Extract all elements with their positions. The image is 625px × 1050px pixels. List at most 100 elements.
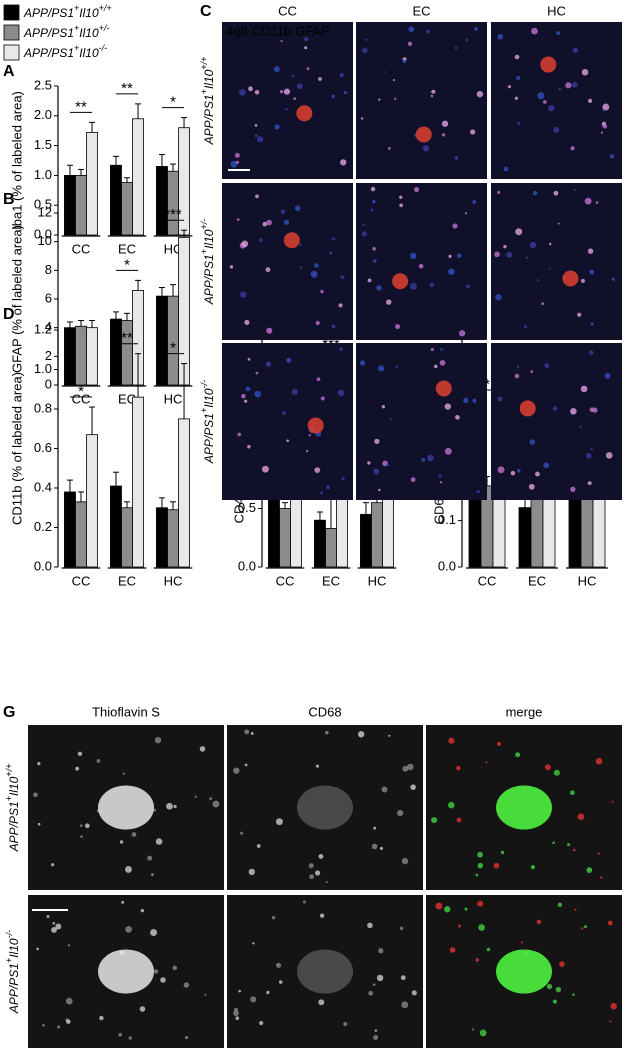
micrograph-detail	[265, 267, 271, 273]
micrograph-detail	[385, 463, 389, 467]
bar	[156, 166, 168, 236]
micrograph-detail	[587, 481, 592, 486]
micrograph-detail	[485, 761, 488, 764]
micrograph-detail	[194, 795, 197, 798]
micrograph-detail	[324, 730, 329, 735]
micrograph-detail	[273, 66, 280, 73]
y-tick-label: 1.2	[34, 321, 52, 336]
micrograph-detail	[343, 91, 347, 95]
micrograph-detail	[173, 804, 177, 809]
micrograph-detail	[266, 219, 272, 226]
micrograph-detail	[121, 900, 125, 904]
micrograph-detail	[494, 251, 500, 258]
micrograph-detail	[125, 926, 132, 933]
micrograph-detail	[299, 243, 302, 246]
x-tick-label: EC	[118, 391, 136, 406]
micrograph-detail	[456, 253, 462, 259]
micrograph-detail	[602, 109, 605, 112]
micrograph	[356, 343, 487, 500]
micrograph-detail	[373, 468, 380, 475]
micrograph-detail	[257, 136, 264, 143]
y-tick-label: 0.0	[34, 226, 52, 241]
micrograph-detail	[250, 996, 257, 1003]
micrograph-detail	[426, 29, 430, 34]
micrograph-detail	[119, 840, 124, 844]
y-tick-label: 12	[38, 204, 52, 219]
micrograph-detail	[465, 38, 469, 42]
micrograph-detail	[590, 322, 594, 326]
micrograph-detail	[558, 87, 562, 91]
micrograph-detail	[150, 929, 158, 936]
micrograph-detail	[387, 147, 391, 150]
micrograph-detail	[552, 999, 558, 1004]
micrograph-detail	[570, 790, 575, 796]
micrograph-detail	[315, 764, 320, 768]
micrograph-detail	[378, 98, 381, 101]
micrograph-detail	[524, 324, 528, 329]
micrograph-detail	[435, 380, 452, 397]
micrograph-detail	[444, 447, 452, 455]
micrograph-detail	[536, 279, 540, 282]
label-sup: -/-	[99, 43, 108, 53]
micrograph-detail	[546, 983, 553, 990]
micrograph-detail	[278, 980, 283, 984]
significance-label: *	[484, 376, 490, 393]
micrograph-detail	[448, 268, 455, 275]
micrograph-detail	[506, 251, 513, 258]
micrograph-detail	[472, 200, 477, 204]
micrograph-detail	[325, 485, 331, 490]
micrograph-detail	[514, 54, 520, 60]
genotype-label: APP/PS1+Il10+/+	[4, 764, 21, 853]
micrograph-detail	[379, 846, 384, 851]
micrograph-detail	[573, 189, 576, 192]
micrograph-detail	[96, 759, 101, 763]
micrograph-detail	[254, 390, 262, 398]
label-part: APP/PS1	[202, 94, 216, 145]
y-tick-label: 8	[45, 262, 52, 277]
label-part: Il10	[79, 6, 99, 20]
bar	[178, 236, 190, 386]
micrograph-detail	[370, 208, 374, 212]
micrograph-detail	[160, 977, 166, 983]
micrograph-detail	[236, 218, 240, 221]
micrograph-detail	[610, 154, 615, 159]
micrograph-detail	[496, 785, 552, 830]
micrograph-detail	[476, 90, 484, 98]
micrograph-detail	[314, 263, 319, 268]
micrograph-detail	[507, 85, 512, 89]
bar	[518, 507, 532, 568]
y-tick-label: 2	[45, 348, 52, 363]
micrograph-detail	[261, 465, 269, 473]
micrograph-detail	[422, 145, 430, 152]
micrograph-detail	[609, 1020, 612, 1023]
micrograph-detail	[395, 365, 399, 369]
micrograph-detail	[553, 126, 560, 133]
micrograph-detail	[495, 294, 502, 301]
micrograph-detail	[337, 389, 345, 397]
micrograph-detail	[577, 312, 582, 317]
micrograph-detail	[118, 1032, 122, 1037]
bar	[75, 174, 87, 236]
micrograph-detail	[367, 922, 373, 929]
micrograph-detail	[557, 902, 563, 907]
micrograph-detail	[281, 410, 286, 415]
micrograph-detail	[438, 474, 442, 478]
micrograph-detail	[500, 850, 505, 855]
micrograph-detail	[584, 197, 592, 205]
label-part: APP/PS1	[7, 963, 21, 1014]
bar	[75, 501, 87, 568]
micrograph-detail	[589, 350, 594, 355]
micrograph-detail	[544, 764, 551, 771]
significance-label: **	[121, 80, 133, 97]
micrograph-detail	[392, 78, 396, 82]
micrograph-detail	[374, 1029, 378, 1032]
micrograph-detail	[556, 31, 561, 36]
micrograph-detail	[378, 365, 385, 372]
bar	[121, 507, 133, 568]
y-tick-label: 6	[45, 290, 52, 305]
micrograph-detail	[329, 251, 333, 255]
micrograph-detail	[473, 27, 478, 31]
micrograph-detail	[572, 47, 579, 54]
label-part: Il10	[7, 938, 21, 958]
micrograph-detail	[456, 765, 461, 771]
